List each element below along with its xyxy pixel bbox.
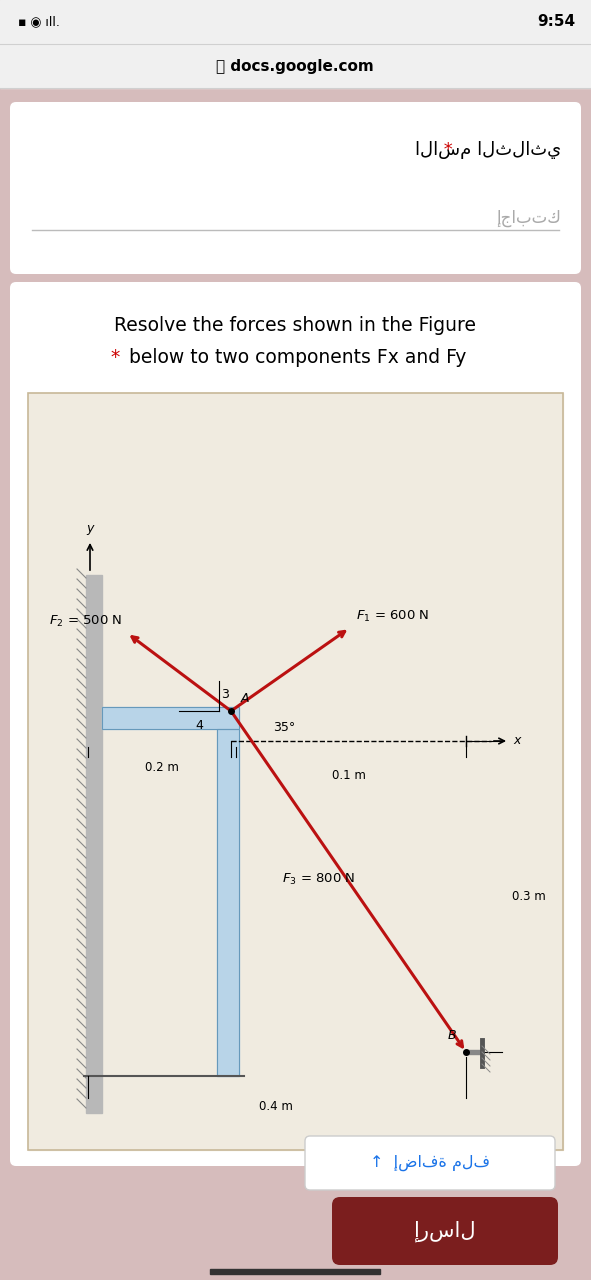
Text: Resolve the forces shown in the Figure: Resolve the forces shown in the Figure [114, 316, 476, 335]
Text: B: B [448, 1029, 456, 1042]
Bar [28, 393, 563, 1149]
Text: A: A [241, 692, 249, 705]
Text: 0.3 m: 0.3 m [512, 890, 545, 902]
Bar [217, 730, 239, 1076]
FancyBboxPatch shape [305, 1137, 555, 1190]
Bar [86, 575, 102, 1114]
Text: *: * [439, 141, 453, 159]
Bar [102, 707, 239, 730]
Text: الاسم الثلاثي: الاسم الثلاثي [415, 141, 561, 159]
Text: $F_1$ = 600 N: $F_1$ = 600 N [356, 609, 429, 623]
Text: 4: 4 [195, 719, 203, 732]
Text: x: x [513, 735, 520, 748]
Text: *: * [110, 348, 119, 367]
Text: 9:54: 9:54 [537, 14, 575, 29]
Text: $F_2$ = 500 N: $F_2$ = 500 N [48, 614, 122, 628]
Text: 🔒 docs.google.com: 🔒 docs.google.com [216, 59, 374, 73]
Bar [0, 44, 591, 88]
Bar [102, 707, 239, 730]
Bar [210, 1268, 380, 1274]
FancyBboxPatch shape [332, 1197, 558, 1265]
FancyBboxPatch shape [10, 282, 581, 1166]
Text: إجابتك: إجابتك [496, 209, 561, 227]
Text: below to two components Fx and Fy: below to two components Fx and Fy [124, 348, 467, 367]
FancyBboxPatch shape [10, 102, 581, 274]
Text: 0.4 m: 0.4 m [259, 1100, 293, 1114]
Bar [28, 393, 563, 1149]
Text: 3: 3 [221, 687, 229, 700]
Bar [464, 1050, 482, 1053]
Bar [0, 0, 591, 44]
Text: y: y [86, 522, 94, 535]
Bar [217, 730, 239, 1076]
Text: 35°: 35° [273, 721, 296, 733]
Text: ↑  إضافة ملف: ↑ إضافة ملف [370, 1155, 490, 1171]
Text: ▪ ◉ ıll.: ▪ ◉ ıll. [18, 15, 60, 28]
Text: $F_3$ = 800 N: $F_3$ = 800 N [282, 872, 355, 887]
Text: 0.1 m: 0.1 m [332, 769, 365, 782]
Text: 0.2 m: 0.2 m [145, 762, 178, 774]
Text: إرسال: إرسال [414, 1220, 476, 1242]
